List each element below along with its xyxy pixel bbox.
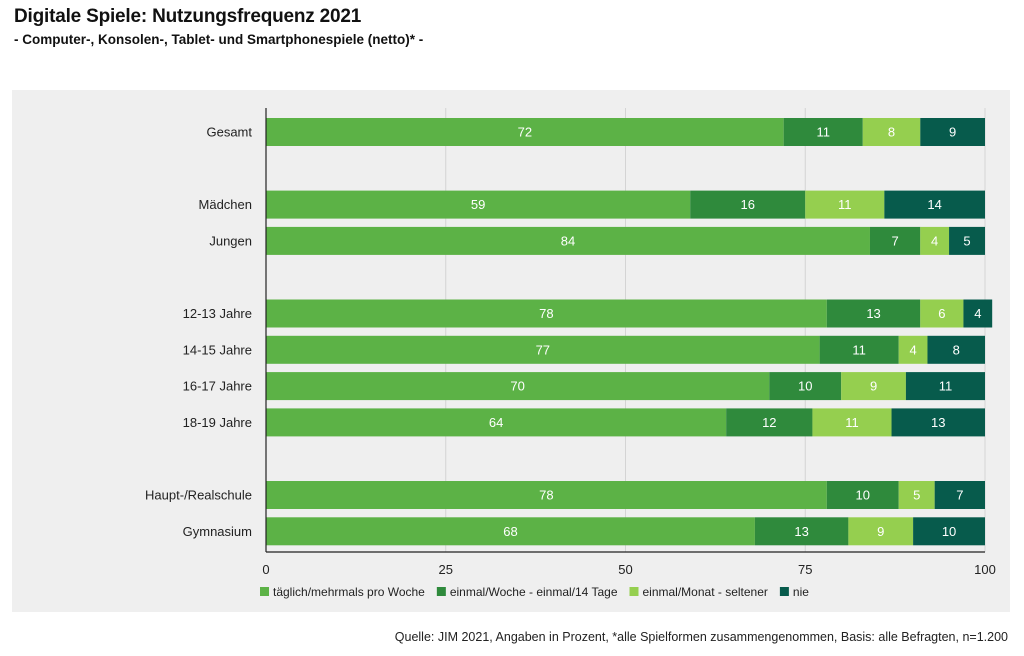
- category-label: Jungen: [209, 233, 252, 248]
- data-label: 59: [471, 197, 485, 212]
- data-label: 6: [938, 306, 945, 321]
- data-label: 12: [762, 415, 776, 430]
- bar-segment: [690, 190, 806, 219]
- data-label: 78: [539, 488, 553, 503]
- data-label: 13: [866, 306, 880, 321]
- data-label: 10: [856, 488, 870, 503]
- chart-panel: 72 11 8 9 Gesamt 59 16 11 14 Mädchen 84 7 4 5 Jungen 78…: [12, 90, 1010, 612]
- category-label: Gesamt: [206, 125, 252, 140]
- bar-segment: [826, 299, 921, 328]
- legend-swatch: [629, 587, 639, 596]
- bar-segment: [869, 226, 921, 255]
- x-tick-label: 75: [798, 562, 812, 577]
- data-label: 4: [974, 306, 981, 321]
- bar-segment: [949, 226, 985, 255]
- data-label: 4: [931, 233, 938, 248]
- data-label: 8: [953, 342, 960, 357]
- bar-segment: [266, 517, 755, 546]
- legend-swatch: [436, 587, 446, 596]
- bar-segment: [812, 408, 892, 437]
- legend-label: einmal/Monat - seltener: [643, 585, 768, 599]
- data-label: 8: [888, 125, 895, 140]
- data-label: 7: [892, 233, 899, 248]
- bar-segment: [841, 372, 906, 401]
- category-label: Gymnasium: [183, 524, 252, 539]
- bar-segment: [884, 190, 985, 219]
- bar-segment: [266, 226, 870, 255]
- bar-segment: [898, 481, 935, 509]
- x-tick-label: 50: [618, 562, 632, 577]
- bar-segment: [934, 481, 985, 509]
- data-label: 4: [909, 342, 916, 357]
- x-tick-label: 100: [974, 562, 996, 577]
- data-label: 14: [927, 197, 941, 212]
- data-label: 9: [877, 524, 884, 539]
- bar-segment: [266, 118, 784, 146]
- bar-segment: [266, 481, 827, 509]
- bar-segment: [754, 517, 849, 546]
- legend-label: einmal/Woche - einmal/14 Tage: [450, 585, 618, 599]
- data-label: 11: [845, 415, 859, 430]
- category-label: 14-15 Jahre: [183, 342, 252, 357]
- bar-segment: [905, 372, 985, 401]
- data-label: 5: [963, 233, 970, 248]
- data-label: 5: [913, 488, 920, 503]
- bar-segment: [266, 372, 770, 401]
- bar-segment: [920, 226, 950, 255]
- bar-segment: [920, 118, 985, 146]
- data-label: 68: [503, 524, 517, 539]
- bar-segment: [963, 299, 993, 328]
- category-label: Haupt-/Realschule: [145, 488, 252, 503]
- source-note: Quelle: JIM 2021, Angaben in Prozent, *a…: [394, 630, 1008, 644]
- category-label: 12-13 Jahre: [183, 306, 252, 321]
- category-label: Mädchen: [199, 197, 252, 212]
- bar-segment: [862, 118, 921, 146]
- bar-segment: [891, 408, 985, 437]
- data-label: 77: [536, 342, 550, 357]
- data-label: 11: [816, 125, 830, 140]
- bar-segment: [266, 299, 827, 328]
- data-label: 84: [561, 233, 575, 248]
- bar-segment: [927, 335, 985, 364]
- category-label: 16-17 Jahre: [183, 379, 252, 394]
- legend-swatch: [260, 587, 269, 596]
- x-tick-label: 0: [262, 562, 269, 577]
- data-label: 9: [949, 125, 956, 140]
- category-label: 18-19 Jahre: [183, 415, 252, 430]
- data-label: 13: [794, 524, 808, 539]
- bar-segment: [913, 517, 985, 546]
- bar-segment: [805, 190, 885, 219]
- data-label: 64: [489, 415, 503, 430]
- data-label: 11: [852, 342, 866, 357]
- data-label: 11: [939, 379, 953, 394]
- bar-segment: [826, 481, 899, 509]
- bar-segment: [920, 299, 964, 328]
- bar-segment: [266, 335, 820, 364]
- bar-segment: [726, 408, 813, 437]
- data-label: 10: [942, 524, 956, 539]
- data-label: 10: [798, 379, 812, 394]
- data-label: 13: [931, 415, 945, 430]
- legend-label: nie: [793, 585, 809, 599]
- data-label: 9: [870, 379, 877, 394]
- bar-segment: [266, 408, 727, 437]
- legend-label: täglich/mehrmals pro Woche: [273, 585, 425, 599]
- chart-subtitle: - Computer-, Konsolen-, Tablet- und Smar…: [14, 32, 424, 47]
- bar-segment: [783, 118, 863, 146]
- bar-segment: [848, 517, 914, 546]
- x-tick-label: 25: [439, 562, 453, 577]
- data-label: 70: [510, 379, 524, 394]
- data-label: 16: [740, 197, 754, 212]
- bar-segment: [266, 190, 691, 219]
- data-label: 78: [539, 306, 553, 321]
- data-label: 72: [518, 125, 532, 140]
- chart-title: Digitale Spiele: Nutzungsfrequenz 2021: [14, 6, 362, 27]
- legend-swatch: [779, 587, 789, 596]
- data-label: 11: [838, 197, 852, 212]
- bar-segment: [898, 335, 928, 364]
- bar-segment: [769, 372, 842, 401]
- bar-segment: [819, 335, 899, 364]
- data-label: 7: [956, 488, 963, 503]
